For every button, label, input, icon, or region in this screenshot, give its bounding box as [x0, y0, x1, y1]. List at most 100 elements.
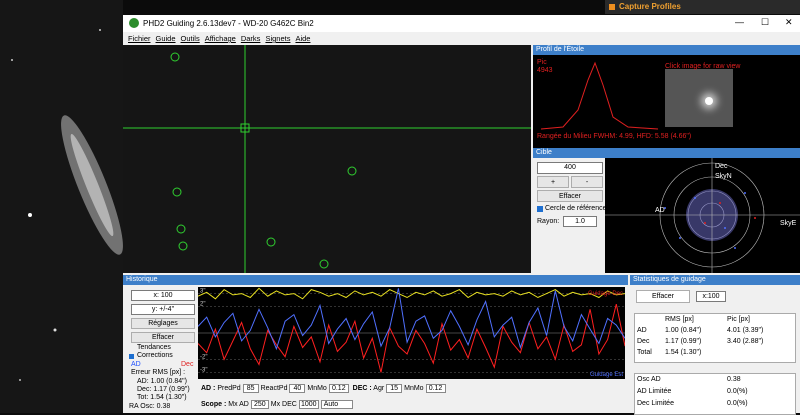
input[interactable]: 1000	[298, 400, 319, 409]
mode-select[interactable]: Auto	[320, 400, 353, 409]
maximize[interactable]: ☐	[761, 17, 770, 27]
star	[705, 97, 713, 105]
peak-label: Pic	[537, 59, 547, 66]
series-line	[198, 303, 625, 373]
input[interactable]: 0.12	[425, 384, 446, 393]
cell: 0.0(%)	[727, 388, 748, 395]
legend-dec: Dec	[181, 361, 194, 368]
label: Mx DEC	[270, 401, 297, 408]
label: MnMo	[307, 385, 327, 392]
target-panel: Cible 400 + - Effacer Cercle de référenc…	[533, 148, 800, 273]
radius-input[interactable]: 1.0	[563, 216, 597, 227]
cell: 1.54 (1.30")	[665, 349, 702, 356]
profile-curve	[540, 61, 659, 130]
settings-button[interactable]: Réglages	[131, 318, 195, 329]
rms-title: Erreur RMS [px] :	[131, 369, 186, 376]
profile-panel: Profil de l'Étoile Pic 4943 Click image …	[533, 45, 800, 148]
title-bar: PHD2 Guiding 2.6.13dev7 - WD-20 G462C Bi…	[123, 15, 800, 32]
y-tick-label: -2"	[200, 354, 207, 360]
capture-panel: Capture Profiles	[605, 0, 800, 14]
label: Agr	[373, 385, 385, 392]
checkbox[interactable]	[537, 206, 543, 212]
menu-item[interactable]: Outils	[180, 34, 200, 43]
ref-circle-label: Cercle de référence	[545, 205, 607, 212]
scale-select[interactable]: 400	[537, 162, 603, 174]
stats-table-2: Osc AD 0.38 AD Limitée 0.0(%) Dec Limité…	[634, 373, 796, 415]
menu-item[interactable]: Signets	[265, 34, 291, 43]
label: DEC :	[352, 385, 372, 392]
x-scale[interactable]: x: 100	[131, 290, 195, 301]
skyn-label: SkyN	[715, 173, 732, 180]
header: RMS [px]	[665, 316, 694, 323]
menu-item[interactable]: Affichage	[204, 34, 236, 43]
graph-label-top: Guidage Dec	[588, 291, 623, 297]
minimize[interactable]: —	[735, 17, 744, 27]
rms-tot: Tot: 1.54 (1.30")	[137, 394, 187, 401]
cell: Dec Limitée	[637, 400, 674, 407]
label: ReactPd	[260, 385, 288, 392]
stats-table: RMS [px] Pic [px] AD 1.00 (0.84") 4.01 (…	[634, 313, 796, 363]
menu-item[interactable]: Darks	[240, 34, 261, 43]
cell: 1.17 (0.99")	[665, 338, 702, 345]
header: Pic [px]	[727, 316, 750, 323]
history-graph: 3" 2" -2" -3" Guidage Dec Guidage Est	[198, 287, 625, 379]
y-tick-label: 3"	[200, 289, 205, 295]
label: AD :	[201, 385, 216, 392]
cell: 0.0(%)	[727, 400, 748, 407]
params-ra: AD : PredPd 85 ReactPd 40 MnMo 0.12 DEC …	[201, 384, 446, 393]
ra-label: AD	[655, 207, 665, 214]
clear-button[interactable]: Effacer	[636, 290, 690, 303]
ra-osc: RA Osc: 0.38	[129, 403, 171, 410]
cell: 1.00 (0.84")	[665, 327, 702, 334]
panel-title: Profil de l'Étoile	[533, 45, 800, 55]
menu-item[interactable]: Guide	[155, 34, 176, 43]
input[interactable]: 40	[289, 384, 306, 393]
trends[interactable]: Tendances	[137, 344, 171, 351]
panel-title: Capture Profiles	[619, 2, 681, 11]
series-line	[198, 287, 625, 300]
zoom-out[interactable]: -	[571, 176, 603, 188]
star-thumbnail[interactable]	[665, 69, 733, 127]
checkbox[interactable]	[129, 354, 134, 359]
label: Mx AD	[228, 401, 249, 408]
radius-label: Rayon:	[537, 218, 560, 225]
label: Scope :	[201, 401, 227, 408]
window-title: PHD2 Guiding 2.6.13dev7 - WD-20 G462C Bi…	[143, 19, 314, 28]
clear-button[interactable]: Effacer	[131, 332, 195, 343]
hint: Click image for raw view	[665, 63, 741, 70]
close[interactable]: ✕	[785, 17, 793, 27]
input[interactable]: 15	[386, 384, 403, 393]
zoom-in[interactable]: +	[537, 176, 569, 188]
x-scale[interactable]: x:100	[696, 291, 726, 302]
cell: AD Limitée	[637, 388, 672, 395]
panel-title: Historique	[123, 275, 628, 285]
cell: Dec	[637, 338, 650, 345]
phd2-window: PHD2 Guiding 2.6.13dev7 - WD-20 G462C Bi…	[123, 15, 800, 415]
cell: AD	[637, 327, 647, 334]
peak-value: 4943	[537, 67, 553, 74]
input[interactable]: 250	[250, 400, 269, 409]
cell: Total	[637, 349, 652, 356]
input[interactable]: 85	[242, 384, 259, 393]
input[interactable]: 0.12	[328, 384, 349, 393]
label: PredPd	[217, 385, 241, 392]
app-icon	[129, 18, 139, 28]
guide-image	[123, 45, 531, 273]
y-tick-label: -3"	[200, 367, 207, 373]
clear-button[interactable]: Effacer	[537, 190, 603, 202]
corrections[interactable]: Corrections	[137, 352, 173, 359]
y-scale[interactable]: y: +/-4"	[131, 304, 195, 315]
scope-params: Scope : Mx AD 250 Mx DEC 1000 Auto	[201, 400, 353, 409]
cell: 4.01 (3.39")	[727, 327, 764, 334]
menu-item[interactable]: Aide	[295, 34, 311, 43]
cell: 0.38	[727, 376, 741, 383]
menu-item[interactable]: Fichier	[128, 34, 151, 43]
graph-label-bottom: Guidage Est	[590, 372, 623, 378]
profile-summary: Rangée du Milieu FWHM: 4.99, HFD: 5.58 (…	[537, 133, 692, 140]
sky-image	[0, 0, 123, 413]
series-line	[198, 288, 625, 351]
cell: Osc AD	[637, 376, 661, 383]
rms-dec: Dec: 1.17 (0.99")	[137, 386, 190, 393]
rms-ra: AD: 1.00 (0.84")	[137, 378, 187, 385]
